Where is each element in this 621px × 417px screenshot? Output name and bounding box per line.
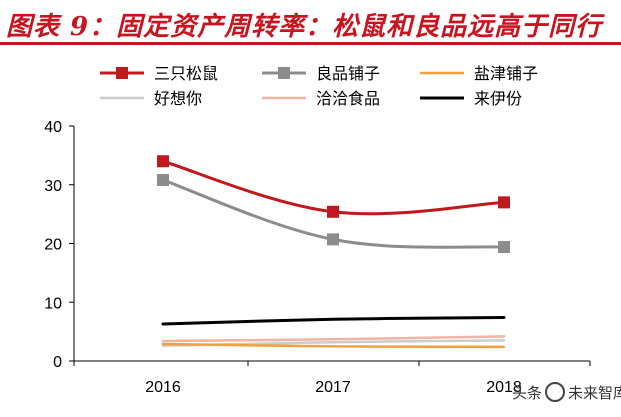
title-bar: 图表 9：固定资产周转率：松鼠和良品远高于同行: [0, 0, 621, 46]
y-tick-label: 10: [44, 295, 62, 312]
legend-label: 洽洽食品: [316, 89, 380, 108]
watermark-right-text: 未来智库: [568, 384, 621, 402]
watermark-logo-icon: [545, 382, 566, 402]
legend-label: 盐津铺子: [474, 64, 538, 83]
y-tick-label: 20: [44, 237, 62, 254]
watermark-left-text: 头条: [512, 384, 543, 402]
legend-label: 良品铺子: [316, 64, 380, 83]
data-point: [157, 155, 169, 168]
data-point: [327, 205, 339, 218]
series-line-4: [161, 335, 506, 343]
legend-marker: [116, 67, 128, 79]
legend-marker: [278, 67, 290, 79]
watermark: 头条 未来智库: [512, 382, 621, 403]
y-tick-label: 40: [44, 119, 62, 136]
legend-label: 三只松鼠: [154, 64, 218, 83]
x-tick-label: 2018: [486, 379, 522, 396]
data-point: [498, 241, 510, 254]
series-line-5: [161, 316, 506, 326]
data-point: [157, 174, 169, 187]
x-tick-label: 2017: [315, 379, 351, 396]
data-point: [498, 196, 510, 209]
data-point: [327, 233, 339, 246]
series-line-2: [161, 342, 506, 349]
page-title: 图表 9：固定资产周转率：松鼠和良品远高于同行: [6, 12, 603, 42]
y-tick-label: 0: [53, 354, 62, 371]
title-underline: [0, 42, 621, 45]
legend-label: 好想你: [154, 89, 202, 108]
legend-label: 来伊份: [474, 89, 522, 108]
x-tick-label: 2016: [145, 379, 181, 396]
y-tick-label: 30: [44, 178, 62, 195]
